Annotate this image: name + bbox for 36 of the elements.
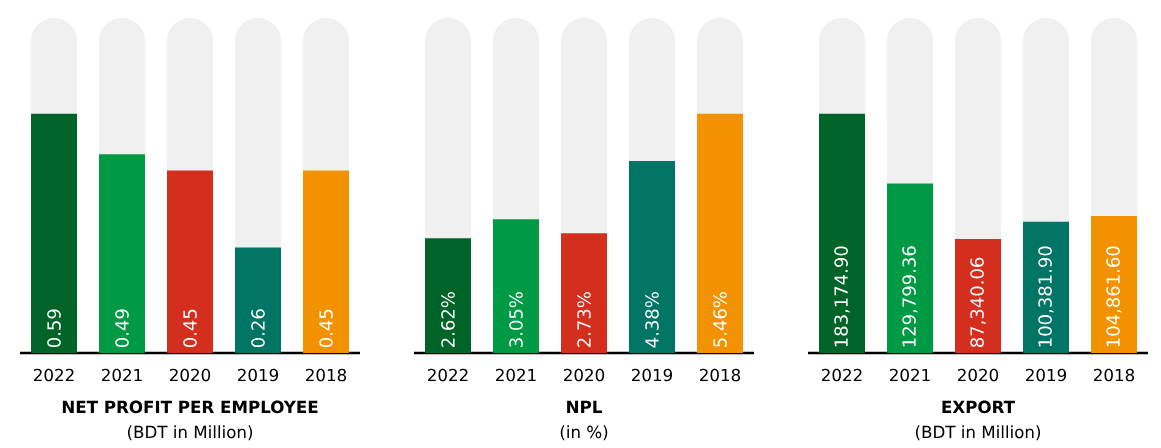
data-label: 0.59 [47, 309, 61, 348]
x-tick-label: 2018 [306, 368, 347, 382]
x-tick-label: 2020 [958, 368, 999, 382]
data-label: 3.05% [509, 292, 523, 347]
x-tick-label: 2022 [428, 368, 468, 382]
data-label: 4.38% [645, 292, 659, 348]
text: (BDT in Million) [915, 425, 1041, 441]
text: NET PROFIT PER EMPLOYEE [62, 400, 318, 414]
text: (in %) [560, 425, 608, 441]
x-tick-label: 2020 [170, 368, 211, 382]
data-label: 5.46% [713, 292, 727, 347]
x-tick-label: 2018 [1094, 368, 1135, 382]
data-label: 129,799.36 [902, 246, 918, 347]
data-label: 0.45 [183, 309, 197, 348]
x-tick-label: 2019 [632, 368, 673, 382]
x-tick-label: 2022 [34, 368, 74, 382]
text: (BDT in Million) [127, 425, 253, 441]
x-tick-label: 2022 [822, 368, 862, 382]
data-label: 0.45 [319, 309, 333, 348]
data-label: 183,174.90 [834, 246, 850, 347]
data-label: 0.49 [115, 309, 129, 348]
data-label: 0.26 [251, 309, 265, 348]
x-tick-label: 2019 [1026, 368, 1067, 382]
data-label: 2.62% [441, 292, 455, 347]
x-tick-label: 2019 [238, 368, 279, 382]
data-label: 104,861.60 [1106, 246, 1122, 347]
x-tick-label: 2021 [890, 368, 930, 382]
data-label: 87,340.06 [970, 257, 986, 348]
text: EXPORT [942, 400, 1015, 414]
x-tick-label: 2021 [102, 368, 142, 382]
x-tick-label: 2018 [700, 368, 741, 382]
x-tick-label: 2020 [564, 368, 605, 382]
data-label: 100,381.90 [1038, 246, 1054, 347]
text: NPL [567, 400, 602, 413]
data-label: 2.73% [577, 292, 591, 347]
x-tick-label: 2021 [496, 368, 536, 382]
